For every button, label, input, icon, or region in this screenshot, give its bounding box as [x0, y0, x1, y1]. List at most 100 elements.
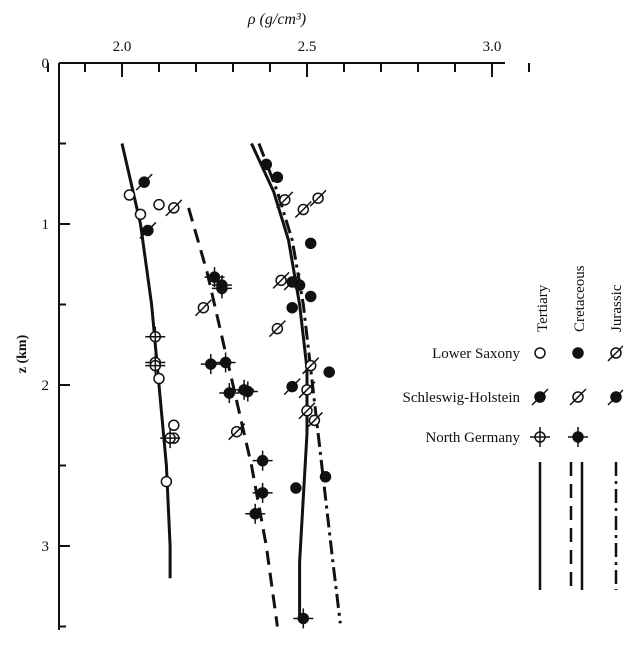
marker-circle: [134, 208, 147, 221]
legend-row-schleswig-holstein: Schleswig-Holstein: [403, 390, 521, 406]
marker-slash: [607, 388, 623, 406]
point-cretaceous-lower-saxony: [286, 301, 298, 314]
marker-circle: [271, 171, 284, 184]
marker-slash: [302, 357, 320, 375]
point-cretaceous-north-germany: [211, 278, 232, 299]
point-cretaceous-lower-saxony: [304, 290, 317, 303]
marker-circle: [153, 372, 165, 385]
point-tertiary-lower-saxony: [153, 198, 165, 211]
point-jurassic-lower-saxony: [194, 299, 212, 317]
point-cretaceous-lower-saxony: [290, 482, 302, 494]
point-cretaceous-schleswig-holstein: [272, 271, 290, 289]
point-jurassic-schleswig-holstein: [283, 378, 301, 396]
marker-circle: [323, 366, 335, 378]
point-tertiary-schleswig-holstein: [139, 221, 157, 239]
point-cretaceous-schleswig-holstein: [298, 402, 316, 420]
legend: Tertiary Cretaceous Jurassic Lower Saxon…: [403, 265, 623, 590]
legend-marker-tertiary: [531, 388, 549, 406]
marker-slash: [139, 221, 157, 239]
y-tick-label: 0: [42, 56, 50, 72]
marker-slash: [569, 388, 587, 406]
x-tick-label: 2.5: [298, 39, 317, 55]
marker-slash: [298, 402, 316, 420]
marker-circle: [160, 475, 173, 488]
point-tertiary-lower-saxony: [134, 208, 147, 221]
point-cretaceous-schleswig-holstein: [302, 357, 320, 375]
point-cretaceous-schleswig-holstein: [309, 189, 327, 207]
data-points: [123, 158, 335, 629]
point-cretaceous-north-germany: [215, 352, 236, 373]
point-cretaceous-schleswig-holstein: [305, 411, 323, 429]
point-tertiary-north-germany: [145, 355, 166, 376]
x-ticks: [47, 63, 530, 77]
x-tick-labels: 2.0 2.5 3.0: [113, 39, 502, 55]
legend-col-tertiary: Tertiary: [535, 284, 551, 332]
marker-circle: [534, 347, 546, 359]
marker-slash: [276, 191, 294, 209]
marker-circle: [260, 158, 273, 171]
marker-circle: [304, 290, 317, 303]
trend-line-cretaceous-dashed: [187, 207, 279, 627]
legend-line-samples: [538, 462, 618, 590]
trend-line-jurassic-dash-dot: [257, 142, 342, 624]
marker-slash: [272, 271, 290, 289]
y-tick-labels: 0 1 2 3: [42, 56, 50, 555]
marker-slash: [135, 173, 153, 191]
trend-line-tertiary-solid: [120, 143, 172, 579]
x-tick-label: 2.0: [113, 39, 132, 55]
y-tick-label: 3: [42, 539, 50, 555]
y-tick-label: 2: [42, 378, 50, 394]
point-cretaceous-schleswig-holstein: [294, 200, 312, 219]
legend-row-lower-saxony: Lower Saxony: [432, 346, 520, 362]
marker-circle: [123, 189, 136, 201]
marker-circle: [286, 301, 298, 314]
axes: [58, 62, 505, 630]
y-axis-label: z (km): [15, 334, 30, 373]
legend-marker-cretaceous: [568, 427, 588, 447]
marker-slash: [283, 378, 301, 396]
point-tertiary-lower-saxony: [160, 475, 173, 488]
x-tick-label: 3.0: [483, 39, 502, 55]
y-ticks: [59, 62, 70, 628]
point-tertiary-schleswig-holstein: [135, 173, 153, 191]
marker-slash: [294, 200, 312, 219]
point-cretaceous-north-germany: [200, 354, 221, 375]
marker-slash: [194, 299, 212, 317]
marker-slash: [165, 199, 183, 217]
marker-slash: [298, 381, 316, 399]
point-cretaceous-lower-saxony: [304, 237, 317, 250]
legend-marker-jurassic: [607, 344, 623, 362]
legend-col-cretaceous: Cretaceous: [572, 265, 588, 332]
point-cretaceous-lower-saxony: [319, 471, 332, 483]
marker-circle: [153, 198, 165, 211]
point-tertiary-lower-saxony: [168, 419, 180, 431]
marker-slash: [531, 388, 549, 406]
point-cretaceous-north-germany: [252, 450, 273, 471]
point-cretaceous-schleswig-holstein: [298, 381, 316, 399]
legend-marks: [530, 344, 623, 447]
point-tertiary-north-germany: [145, 326, 166, 347]
legend-row-north-germany: North Germany: [425, 430, 520, 446]
marker-circle: [168, 419, 180, 431]
marker-circle: [572, 347, 584, 359]
point-cretaceous-north-germany: [245, 503, 266, 524]
point-jurassic-schleswig-holstein: [283, 273, 301, 291]
point-cretaceous-north-germany: [204, 267, 225, 288]
legend-marker-tertiary: [534, 347, 546, 359]
point-cretaceous-north-germany: [219, 383, 240, 404]
point-cretaceous-lower-saxony: [323, 366, 335, 378]
legend-marker-jurassic: [607, 388, 623, 406]
marker-slash: [283, 273, 301, 291]
point-tertiary-north-germany: [160, 428, 181, 449]
marker-slash: [607, 344, 623, 362]
point-cretaceous-north-germany: [237, 381, 258, 402]
point-cretaceous-schleswig-holstein: [276, 191, 294, 209]
point-tertiary-lower-saxony: [153, 372, 165, 385]
marker-slash: [268, 320, 286, 338]
marker-slash: [228, 423, 246, 441]
point-tertiary-lower-saxony: [123, 189, 136, 201]
marker-slash: [309, 189, 327, 207]
point-cretaceous-schleswig-holstein: [268, 320, 286, 338]
point-cretaceous-lower-saxony: [271, 171, 284, 184]
